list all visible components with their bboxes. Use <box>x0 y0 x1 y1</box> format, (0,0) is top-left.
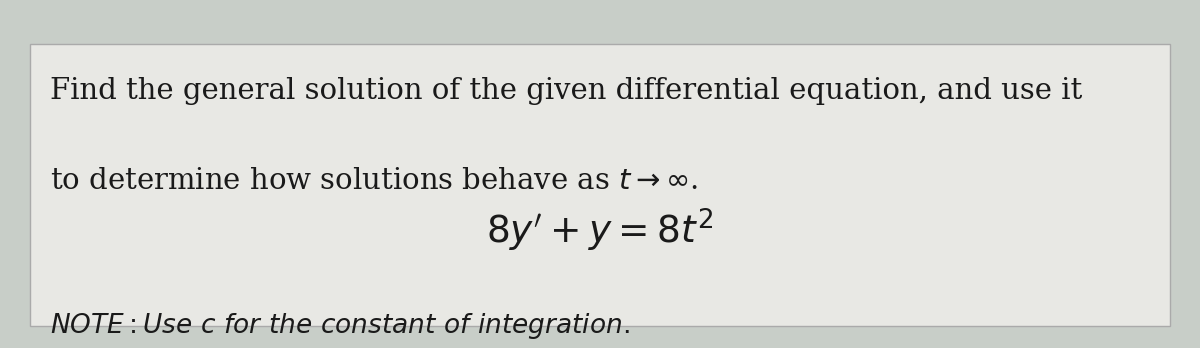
Text: Find the general solution of the given differential equation, and use it: Find the general solution of the given d… <box>50 78 1082 105</box>
FancyBboxPatch shape <box>30 44 1170 326</box>
Text: $\mathit{NOTE: Use\ c\ for\ the\ constant\ of\ integration.}$: $\mathit{NOTE: Use\ c\ for\ the\ constan… <box>50 311 630 341</box>
Text: $8y' + y = 8t^2$: $8y' + y = 8t^2$ <box>486 207 714 254</box>
Text: to determine how solutions behave as $t \to \infty$.: to determine how solutions behave as $t … <box>50 167 698 195</box>
